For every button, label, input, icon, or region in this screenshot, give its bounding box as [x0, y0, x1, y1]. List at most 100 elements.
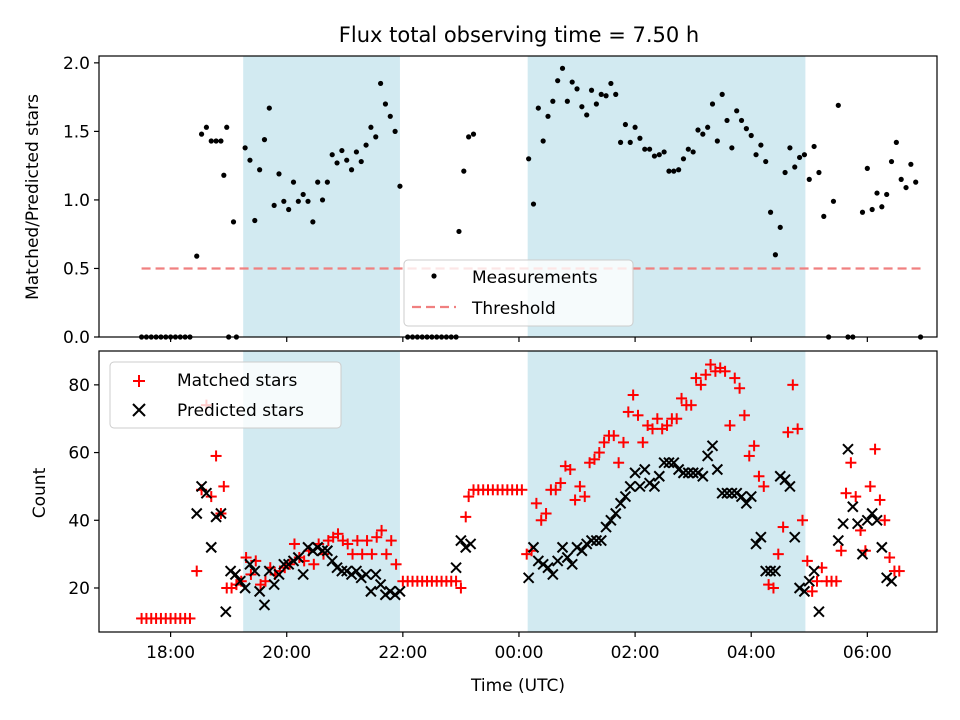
measurement-point: [559, 65, 566, 71]
matched-star-point: [753, 470, 765, 482]
measurement-point: [879, 204, 885, 210]
predicted-star-point: [585, 534, 598, 547]
measurement-point: [545, 113, 551, 119]
legend-matched-label: Matched stars: [177, 371, 297, 391]
matched-star-point: [526, 545, 538, 557]
matched-star-point: [569, 494, 581, 506]
measurement-point: [811, 143, 817, 150]
predicted-star-point: [851, 517, 864, 530]
predicted-star-point: [755, 531, 767, 543]
predicted-star-point: [229, 568, 242, 581]
predicted-star-point: [803, 575, 815, 587]
shaded-interval-2: [527, 351, 806, 632]
predicted-star-point: [871, 514, 883, 526]
measurement-point: [908, 161, 914, 167]
measurement-point: [859, 209, 866, 215]
x-tick-label: 20:00: [262, 643, 311, 663]
measurement-point: [310, 219, 316, 225]
predicted-star-point: [547, 568, 559, 581]
measurement-point: [377, 80, 384, 87]
measurement-point: [801, 152, 808, 158]
matched-star-point: [840, 487, 852, 499]
measurement-point: [637, 135, 643, 141]
measurement-point: [651, 153, 658, 159]
predicted-star-point: [837, 517, 849, 530]
y-tick-label: 60: [68, 444, 90, 464]
measurement-point: [555, 78, 561, 84]
predicted-star-point: [764, 565, 777, 577]
predicted-star-point: [282, 558, 295, 570]
predicted-star-point: [619, 490, 632, 503]
matched-star-point: [738, 409, 750, 421]
predicted-star-point: [220, 605, 232, 618]
predicted-star-point: [341, 565, 353, 577]
x-tick-label: 22:00: [378, 643, 427, 663]
matched-star-point: [530, 497, 542, 509]
predicted-star-point: [643, 477, 656, 489]
predicted-star-point: [866, 507, 878, 520]
measurement-point: [456, 228, 462, 235]
measurement-point: [888, 158, 895, 165]
predicted-star-point: [527, 541, 540, 554]
matched-star-point: [830, 575, 842, 587]
measurement-point: [588, 87, 595, 93]
measurement-point: [242, 145, 248, 151]
predicted-star-point: [692, 467, 704, 479]
matched-star-point: [695, 379, 707, 391]
measurement-point: [893, 139, 899, 145]
matched-star-point: [884, 552, 896, 564]
matched-star-point: [574, 480, 586, 492]
predicted-star-point: [745, 490, 757, 503]
matched-star-point: [700, 369, 712, 381]
top-panel: 0.00.51.01.52.0 Matched/Predicted stars …: [23, 54, 938, 348]
matched-star-point: [893, 565, 905, 577]
top-x-ticks: [170, 337, 868, 342]
predicted-star-point: [455, 534, 467, 547]
measurement-point: [676, 167, 682, 173]
matched-star-point: [748, 440, 760, 452]
matched-star-point: [450, 575, 462, 587]
predicted-star-point: [239, 582, 251, 594]
matched-star-point: [516, 484, 528, 496]
predicted-star-point: [672, 463, 685, 476]
matched-star-point: [796, 514, 808, 526]
predicted-star-point: [793, 582, 806, 594]
matched-star-point: [743, 450, 755, 462]
bottom-y-axis: 20 40 60 80: [68, 376, 99, 599]
predicted-star-point: [706, 440, 719, 452]
measurement-point: [705, 124, 711, 130]
matched-star-point: [390, 558, 402, 570]
predicted-star-point: [716, 487, 728, 499]
matched-star-point: [719, 365, 731, 377]
measurement-point: [574, 86, 580, 92]
measurement-point: [213, 138, 219, 144]
matched-star-point: [637, 436, 649, 448]
predicted-star-point: [590, 534, 603, 547]
matched-star-point: [351, 535, 363, 547]
predicted-star-point: [730, 487, 743, 499]
matched-star-point: [647, 423, 659, 435]
matched-star-point: [608, 430, 620, 442]
predicted-star-point: [750, 538, 762, 550]
predicted-star-point: [389, 589, 401, 601]
measurement-point: [724, 117, 730, 124]
measurement-point: [257, 167, 263, 173]
measurement-point: [281, 198, 287, 204]
matched-star-point: [184, 612, 196, 624]
legend-predicted-label: Predicted stars: [177, 401, 304, 421]
measurement-point: [821, 213, 827, 219]
measurement-point: [806, 176, 812, 182]
measurement-point: [290, 179, 297, 185]
predicted-star-point: [842, 443, 854, 455]
predicted-star-point: [249, 565, 261, 577]
predicted-star-point: [195, 480, 208, 493]
measurement-point: [300, 191, 306, 198]
measurement-point: [470, 131, 477, 137]
matched-star-point: [724, 419, 736, 431]
predicted-star-point: [721, 487, 733, 499]
x-axis-label: Time (UTC): [470, 676, 565, 696]
measurement-point: [661, 149, 667, 155]
predicted-star-point: [326, 555, 338, 567]
top-axes-frame: [98, 55, 938, 338]
